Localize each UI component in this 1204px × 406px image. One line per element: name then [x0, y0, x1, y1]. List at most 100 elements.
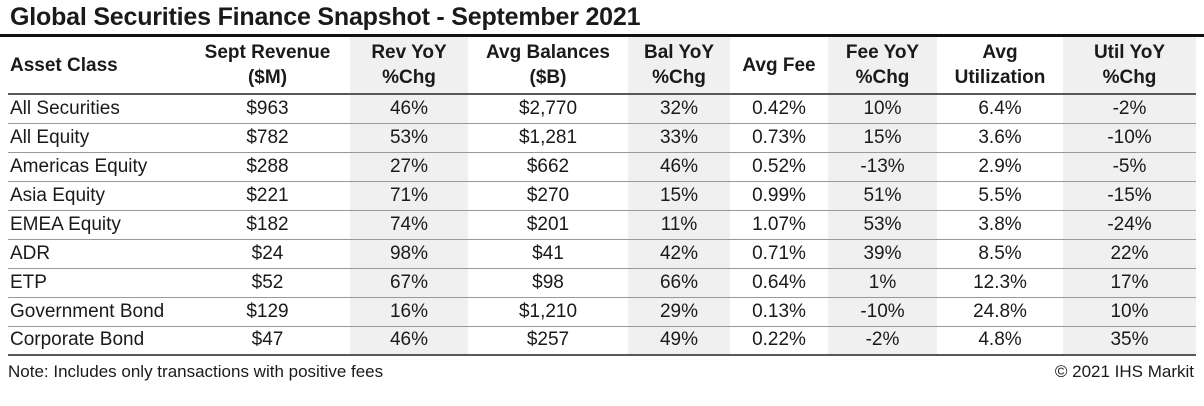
- value-cell: 71%: [350, 181, 468, 211]
- value-cell: 3.6%: [937, 123, 1063, 153]
- value-cell: $963: [185, 94, 350, 124]
- footer: Note: Includes only transactions with po…: [0, 356, 1204, 382]
- value-cell: $47: [185, 326, 350, 356]
- value-cell: 2.9%: [937, 152, 1063, 182]
- value-cell: 17%: [1063, 268, 1196, 298]
- column-header-label: Avg: [982, 42, 1018, 63]
- value-cell: $52: [185, 268, 350, 298]
- header-row: Asset Class Sept Revenue ($M) Rev YoY %Chg Av…: [8, 37, 1196, 95]
- column-header-sublabel: Utilization: [954, 67, 1046, 88]
- table-row: Corporate Bond $47 46% $257 49% 0.22% -2% 4.8% 3…: [8, 326, 1196, 356]
- table-row: All Equity $782 53% $1,281 33% 0.73% 15% 3.6% -1…: [8, 123, 1196, 153]
- column-header-avg-fee: Avg Fee: [730, 37, 828, 95]
- value-cell: 10%: [1063, 297, 1196, 327]
- column-header-sublabel: %Chg: [855, 67, 910, 88]
- column-header-rev-yoy: Rev YoY %Chg: [350, 37, 468, 95]
- column-header-sublabel: %Chg: [382, 67, 436, 88]
- value-cell: -2%: [828, 326, 937, 356]
- value-cell: $270: [468, 181, 628, 211]
- table-row: ADR $24 98% $41 42% 0.71% 39% 8.5% 22%: [8, 239, 1196, 269]
- value-cell: $129: [185, 297, 350, 327]
- table-row: All Securities $963 46% $2,770 32% 0.42% 10% 6.…: [8, 94, 1196, 124]
- asset-class-cell: EMEA Equity: [8, 210, 185, 240]
- value-cell: 5.5%: [937, 181, 1063, 211]
- value-cell: 16%: [350, 297, 468, 327]
- column-header-fee-yoy: Fee YoY %Chg: [828, 37, 937, 95]
- value-cell: 74%: [350, 210, 468, 240]
- value-cell: $288: [185, 152, 350, 182]
- asset-class-cell: All Securities: [8, 94, 185, 124]
- value-cell: 15%: [828, 123, 937, 153]
- value-cell: 4.8%: [937, 326, 1063, 356]
- value-cell: $2,770: [468, 94, 628, 124]
- value-cell: 6.4%: [937, 94, 1063, 124]
- value-cell: 53%: [350, 123, 468, 153]
- value-cell: 39%: [828, 239, 937, 269]
- value-cell: -13%: [828, 152, 937, 182]
- table-row: ETP $52 67% $98 66% 0.64% 1% 12.3% 17%: [8, 268, 1196, 298]
- asset-class-cell: ADR: [8, 239, 185, 269]
- table-row: Government Bond $129 16% $1,210 29% 0.13% -10%…: [8, 297, 1196, 327]
- value-cell: 1%: [828, 268, 937, 298]
- asset-class-cell: Americas Equity: [8, 152, 185, 182]
- copyright: © 2021 IHS Markit: [1054, 362, 1194, 381]
- value-cell: 35%: [1063, 326, 1196, 356]
- table-row: EMEA Equity $182 74% $201 11% 1.07% 53% 3.8% -24…: [8, 210, 1196, 240]
- column-header-label: Avg Fee: [742, 54, 816, 76]
- asset-class-cell: Asia Equity: [8, 181, 185, 211]
- table-body: All Securities $963 46% $2,770 32% 0.42% 10% 6.…: [8, 94, 1196, 356]
- column-header-util-yoy: Util YoY %Chg: [1063, 37, 1196, 95]
- value-cell: 8.5%: [937, 239, 1063, 269]
- value-cell: 22%: [1063, 239, 1196, 269]
- value-cell: 46%: [628, 152, 730, 182]
- value-cell: $201: [468, 210, 628, 240]
- value-cell: 53%: [828, 210, 937, 240]
- value-cell: $662: [468, 152, 628, 182]
- value-cell: 24.8%: [937, 297, 1063, 327]
- asset-class-cell: Government Bond: [8, 297, 185, 327]
- table-row: Americas Equity $288 27% $662 46% 0.52% -13% 2.…: [8, 152, 1196, 182]
- page-title: Global Securities Finance Snapshot - Sep…: [0, 0, 1204, 37]
- value-cell: 0.22%: [730, 326, 828, 356]
- value-cell: -2%: [1063, 94, 1196, 124]
- value-cell: 1.07%: [730, 210, 828, 240]
- value-cell: 32%: [628, 94, 730, 124]
- value-cell: 11%: [628, 210, 730, 240]
- value-cell: $182: [185, 210, 350, 240]
- value-cell: 0.52%: [730, 152, 828, 182]
- value-cell: 12.3%: [937, 268, 1063, 298]
- value-cell: 15%: [628, 181, 730, 211]
- value-cell: 27%: [350, 152, 468, 182]
- column-header-label: Bal YoY: [643, 42, 715, 63]
- value-cell: $24: [185, 239, 350, 269]
- value-cell: 0.99%: [730, 181, 828, 211]
- column-header-label: Rev YoY: [371, 42, 447, 63]
- value-cell: $257: [468, 326, 628, 356]
- value-cell: 29%: [628, 297, 730, 327]
- value-cell: 98%: [350, 239, 468, 269]
- column-header-avg-balances: Avg Balances ($B): [468, 37, 628, 95]
- value-cell: 3.8%: [937, 210, 1063, 240]
- snapshot-table: Asset Class Sept Revenue ($M) Rev YoY %Chg Av…: [8, 37, 1196, 356]
- asset-class-cell: All Equity: [8, 123, 185, 153]
- value-cell: 0.13%: [730, 297, 828, 327]
- report-page: Global Securities Finance Snapshot - Sep…: [0, 0, 1204, 382]
- column-header-sublabel: ($B): [529, 67, 567, 88]
- asset-class-cell: Corporate Bond: [8, 326, 185, 356]
- value-cell: 66%: [628, 268, 730, 298]
- column-header-sublabel: %Chg: [652, 67, 706, 88]
- value-cell: $1,210: [468, 297, 628, 327]
- value-cell: 0.71%: [730, 239, 828, 269]
- value-cell: -10%: [1063, 123, 1196, 153]
- column-header-sept-revenue: Sept Revenue ($M): [185, 37, 350, 95]
- column-header-label: Asset Class: [10, 54, 118, 76]
- value-cell: 51%: [828, 181, 937, 211]
- value-cell: 0.73%: [730, 123, 828, 153]
- value-cell: 49%: [628, 326, 730, 356]
- value-cell: $221: [185, 181, 350, 211]
- column-header-avg-utilization: Avg Utilization: [937, 37, 1063, 95]
- value-cell: -24%: [1063, 210, 1196, 240]
- value-cell: 46%: [350, 94, 468, 124]
- footnote: Note: Includes only transactions with po…: [8, 362, 384, 381]
- column-header-sublabel: %Chg: [1102, 67, 1157, 88]
